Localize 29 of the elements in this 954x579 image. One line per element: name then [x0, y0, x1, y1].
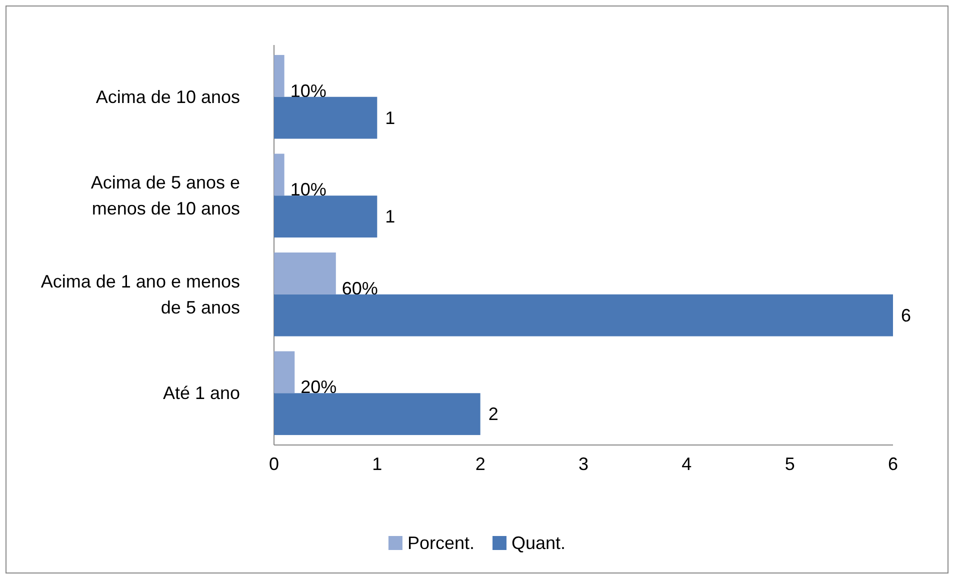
x-tick-label: 6 — [888, 454, 898, 474]
y-tick-label: Até 1 ano — [162, 383, 240, 404]
x-tick-label: 4 — [682, 454, 692, 474]
legend-label: Quant. — [512, 533, 566, 553]
data-label: 10% — [290, 180, 326, 200]
data-label: 2 — [488, 404, 498, 424]
bar — [274, 393, 480, 436]
bar — [274, 196, 378, 238]
bar — [274, 351, 295, 394]
x-tick-label: 0 — [268, 454, 280, 474]
x-tick-label: 5 — [784, 454, 795, 474]
x-tick-label: 3 — [578, 454, 589, 474]
data-label: 1 — [385, 206, 396, 227]
data-label: 60% — [342, 278, 378, 298]
y-tick-label: Acima de 5 anos e menos de 10 anos — [90, 172, 240, 219]
bar — [274, 154, 284, 196]
bar — [274, 54, 284, 97]
x-tick-label: 1 — [372, 454, 382, 474]
data-label: 20% — [300, 377, 337, 398]
data-label: 10% — [290, 80, 326, 101]
legend-label: Porcent. — [407, 533, 474, 553]
data-label: 1 — [385, 108, 396, 128]
bar — [274, 294, 893, 336]
bar — [274, 252, 336, 294]
y-tick-label: Acima de 1 ano e menos de 5 anos — [40, 271, 240, 318]
bar — [274, 96, 378, 139]
x-tick-label: 2 — [475, 454, 486, 474]
y-tick-label: Acima de 10 anos — [96, 86, 240, 107]
data-label: 6 — [901, 305, 912, 326]
